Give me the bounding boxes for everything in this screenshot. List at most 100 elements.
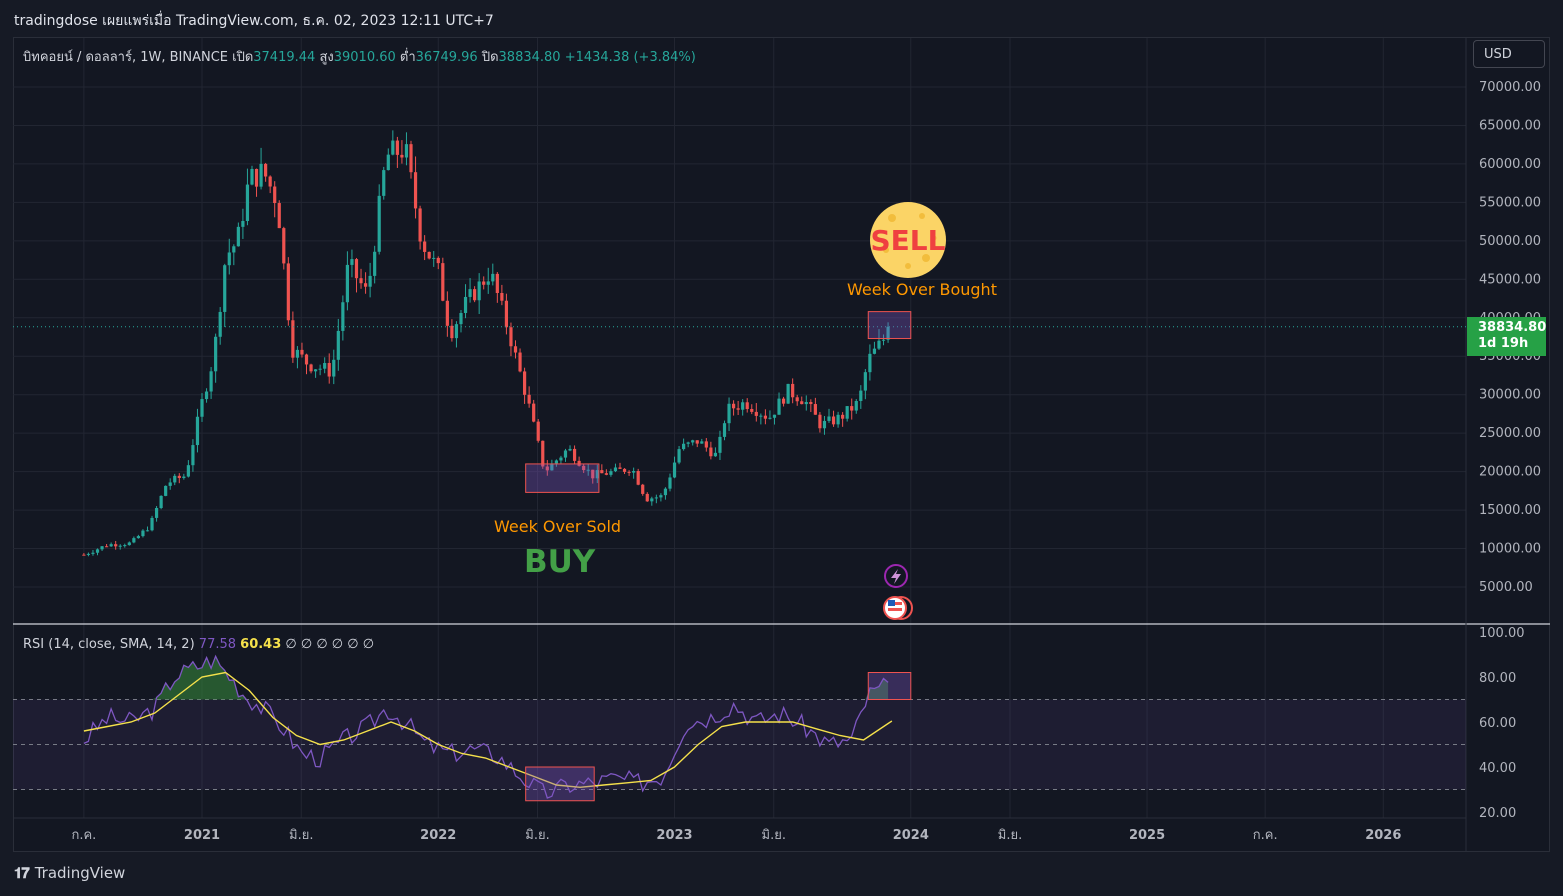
candle-body	[486, 281, 490, 285]
footer-brand: TradingView	[34, 864, 126, 882]
candle-body	[682, 443, 686, 450]
candle-body	[291, 320, 295, 358]
candle-body	[641, 484, 645, 494]
rsi-sma-value: 60.43	[240, 637, 282, 652]
rsi-value: 77.58	[198, 637, 237, 652]
candle-body	[241, 221, 245, 227]
candle-body	[582, 465, 586, 471]
price-tick-label: 25000.00	[1479, 426, 1541, 441]
candle-body	[559, 457, 563, 461]
candle-body	[318, 368, 322, 370]
candle-body	[718, 436, 722, 453]
candle-body	[363, 283, 368, 287]
candle-body	[300, 349, 304, 355]
candle-body	[650, 498, 654, 502]
over-sold-label: Week Over Sold	[494, 517, 622, 536]
candle-body	[513, 346, 518, 353]
candle-body	[768, 417, 772, 419]
close-label: ปิด	[481, 50, 499, 65]
candle-body	[877, 340, 881, 349]
candle-body	[654, 497, 658, 499]
candle-body	[500, 292, 504, 301]
over-bought-box	[867, 311, 912, 340]
candle-body	[254, 168, 259, 187]
candle-body	[123, 545, 127, 547]
moon-crater	[905, 263, 911, 269]
candle-body	[427, 251, 431, 259]
candle-body	[532, 403, 536, 422]
candle-body	[441, 263, 445, 301]
price-tick-label: 65000.00	[1479, 118, 1541, 133]
currency-button[interactable]: USD	[1473, 40, 1545, 68]
candle-body	[313, 369, 318, 372]
flag-stripe	[888, 608, 902, 611]
bar-countdown: 1d 19h	[1478, 336, 1529, 351]
candle-body	[591, 469, 595, 479]
candle-body	[604, 473, 608, 475]
candle-body	[577, 460, 581, 466]
candle-body	[659, 495, 663, 498]
candles	[82, 130, 890, 557]
candle-body	[677, 449, 681, 463]
time-tick-label: 2025	[1129, 828, 1165, 843]
candle-body	[132, 538, 136, 543]
open-label: เปิด	[232, 50, 254, 65]
candle-body	[777, 398, 781, 415]
candle-body	[227, 252, 231, 266]
candle-body	[295, 349, 300, 358]
moon-crater	[888, 214, 896, 222]
candle-body	[586, 469, 590, 471]
candle-body	[127, 542, 131, 546]
candle-body	[114, 544, 118, 547]
candle-body	[863, 372, 867, 391]
candle-body	[550, 463, 554, 471]
sell-label: SELL	[871, 224, 946, 257]
price-tick-label: 15000.00	[1479, 503, 1541, 518]
rsi-legend: RSI (14, close, SMA, 14, 2) 77.58 60.43 …	[23, 637, 374, 652]
candle-body	[463, 296, 468, 314]
candle-body	[791, 383, 795, 398]
moon-crater	[883, 247, 889, 253]
candle-body	[568, 448, 572, 451]
candle-body	[214, 336, 218, 372]
time-tick-label: มิ.ย.	[289, 828, 313, 843]
candle-body	[209, 371, 213, 392]
candle-body	[309, 364, 313, 372]
candle-body	[418, 208, 422, 242]
candle-body	[554, 460, 558, 464]
candle-body	[704, 441, 708, 448]
time-tick-label: 2024	[893, 828, 929, 843]
publish-header: tradingdose เผยแพร่เมื่อ TradingView.com…	[14, 13, 494, 29]
candle-body	[645, 493, 649, 502]
candle-body	[491, 273, 495, 282]
candle-body	[468, 289, 472, 297]
candle-body	[323, 363, 327, 369]
candle-body	[232, 246, 236, 253]
candle-body	[872, 348, 877, 354]
moon-crater	[922, 254, 930, 262]
candle-body	[141, 530, 145, 537]
candle-body	[273, 186, 277, 204]
candle-body	[136, 536, 140, 539]
candle-body	[359, 278, 363, 284]
price-tick-label: 5000.00	[1479, 580, 1533, 595]
price-tick-label: 20000.00	[1479, 465, 1541, 480]
buy-label: BUY	[524, 544, 596, 580]
time-tick-label: 2026	[1365, 828, 1401, 843]
candle-body	[264, 163, 268, 177]
candle-body	[368, 275, 372, 287]
candle-body	[168, 482, 172, 486]
candle-body	[800, 401, 804, 405]
candle-body	[613, 467, 618, 472]
time-tick-label: 2022	[420, 828, 456, 843]
candle-body	[668, 477, 672, 489]
candle-body	[400, 154, 404, 158]
candle-body	[145, 530, 150, 532]
time-tick-label: มิ.ย.	[998, 828, 1022, 843]
candle-body	[772, 414, 777, 418]
candle-body	[286, 263, 290, 321]
candle-body	[886, 326, 890, 340]
candle-body	[541, 440, 545, 467]
candle-body	[282, 228, 286, 264]
